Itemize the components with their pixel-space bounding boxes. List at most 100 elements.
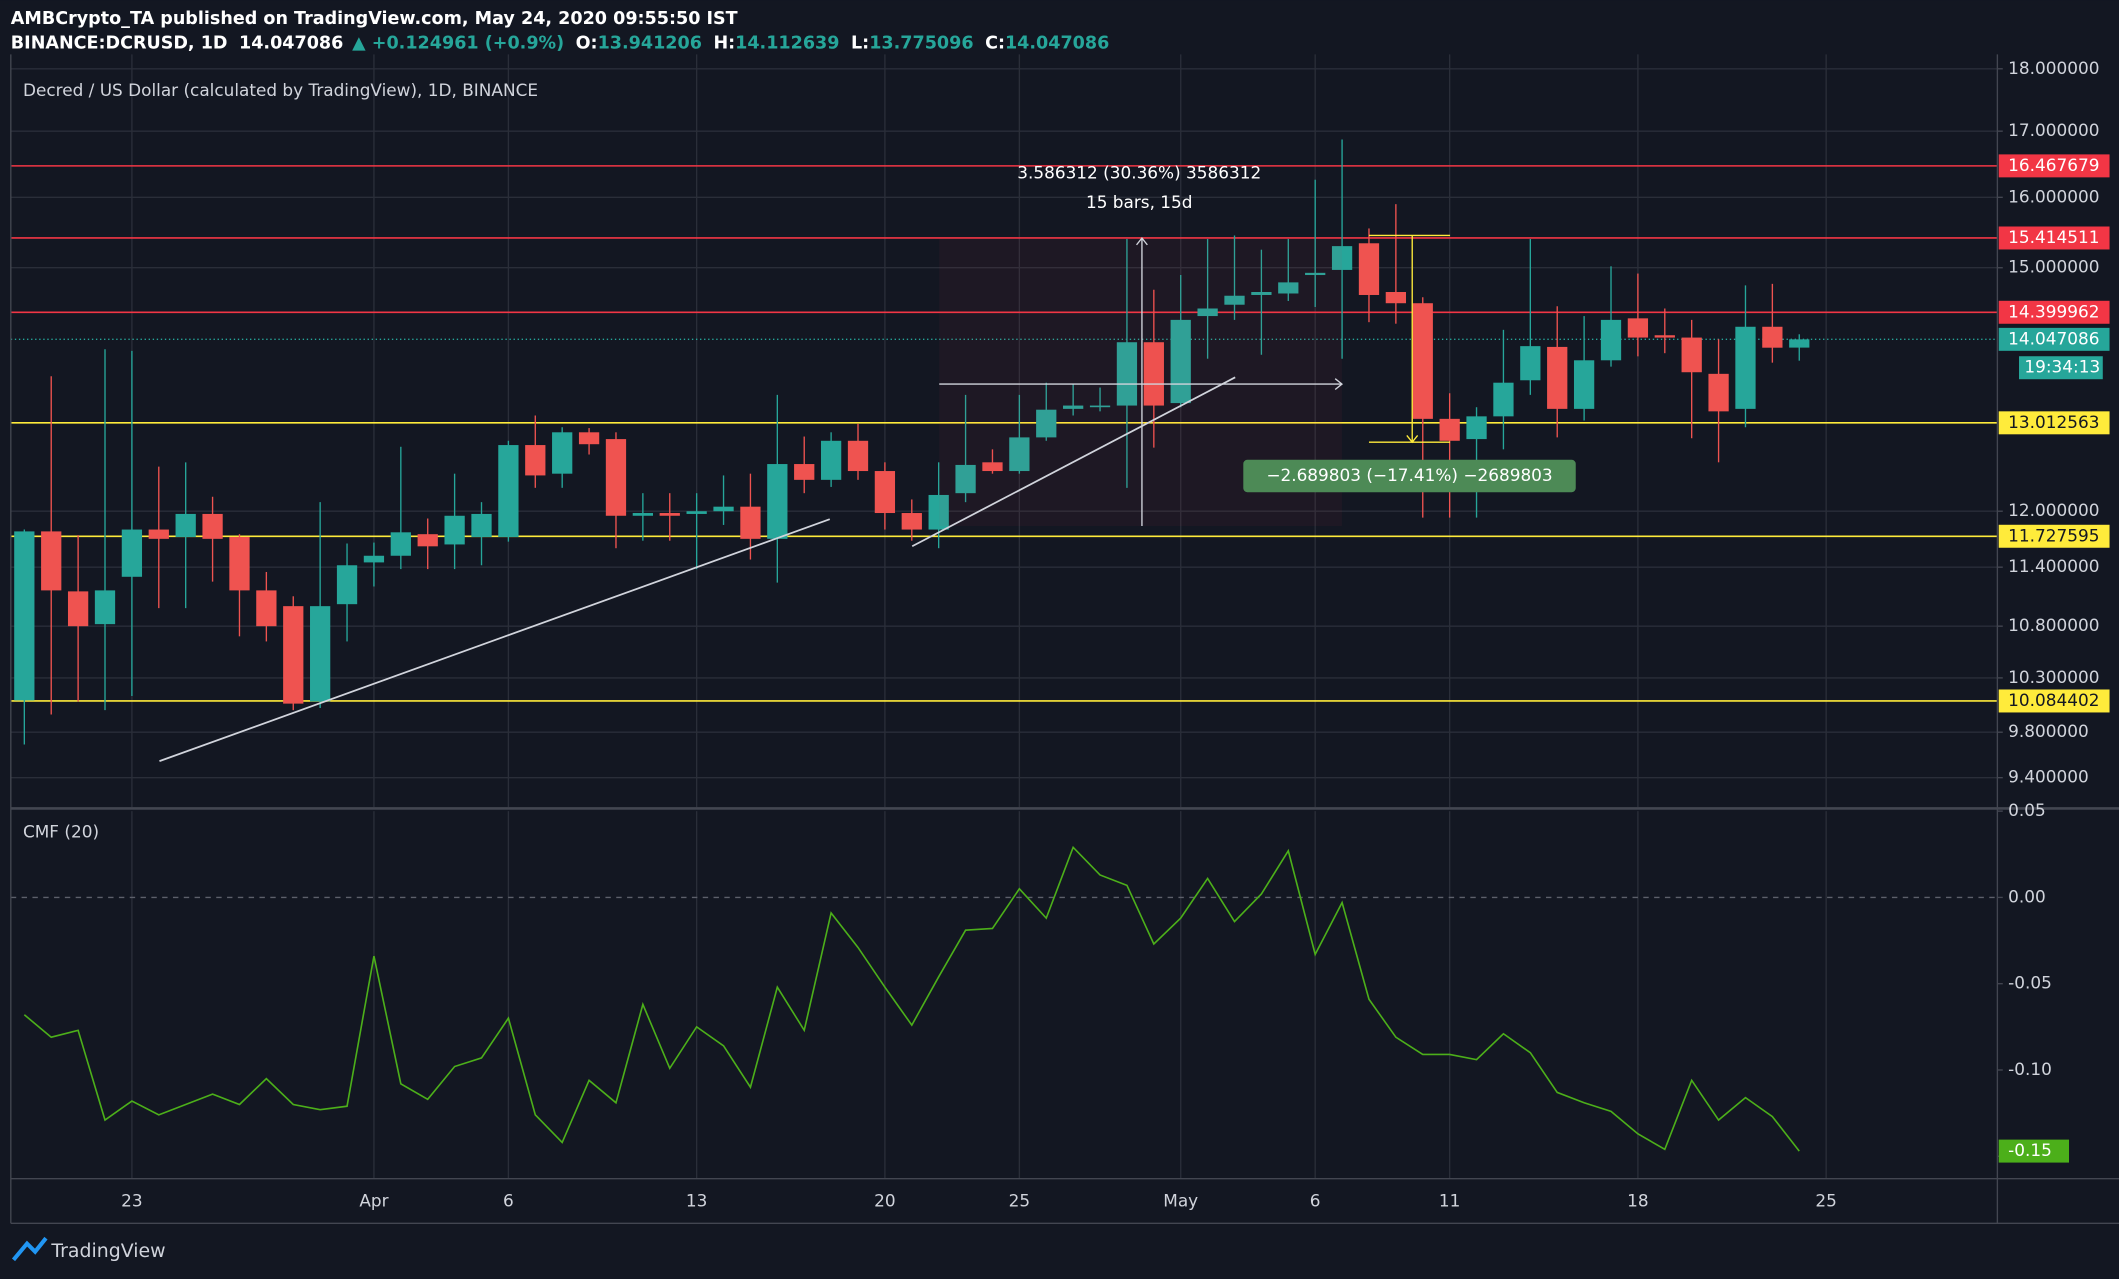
change: ▲ +0.124961 (+0.9%) [352,34,564,54]
candle-body [901,513,922,530]
trend-line [911,376,1236,548]
candle-body [14,531,35,701]
y-tick-label: -0.05 [2008,973,2052,993]
candle-body [1439,418,1460,441]
countdown-bg [2018,356,2103,380]
candle-body [67,591,89,627]
price-label-bg [1998,300,2110,324]
y-tick-label: 18.000000 [2008,58,2099,78]
plot [10,139,1998,1152]
price-label: 14.399962 [2008,301,2099,321]
candle-body [713,506,734,512]
candle-body [1762,326,1783,348]
price: 14.047086 [239,34,343,54]
measure-arrow [1334,378,1344,391]
y-tick-label: 9.400000 [2008,767,2089,787]
y-tick-label: 11.400000 [2008,556,2099,576]
x-tick-label: 6 [503,1191,514,1211]
candle-body [1681,337,1702,373]
symbol-line: BINANCE:DCRUSD, 1D 14.047086 ▲ +0.124961… [11,34,1110,54]
candle-body [552,432,573,474]
candle-body [686,511,707,514]
x-tick-label: 25 [1815,1191,1836,1211]
candle-body [632,513,653,516]
measure-box [1243,459,1576,493]
candle-body [283,606,304,704]
candle-body [928,494,949,530]
candle-body [1654,335,1675,338]
candle-body [498,445,519,537]
candle-body [444,515,465,545]
candle-body [1412,303,1433,419]
x-tick-label: 11 [1439,1191,1460,1211]
candle-body [1789,339,1810,348]
candle-body [1708,373,1729,412]
drawings: 3.586312 (30.36%) 3586312 15 bars, 15d −… [159,162,1576,762]
candle-body [202,513,223,539]
y-tick-label: 16.000000 [2008,186,2099,206]
candle-body [1573,360,1595,409]
candle-body [578,432,600,445]
x-tick-label: 6 [1310,1191,1321,1211]
price-label-bg [1998,327,2110,351]
candle-body [336,565,358,605]
candle-body [874,471,896,514]
measure-label: 3.586312 (30.36%) 3586312 [1017,162,1261,182]
x-tick-label: 13 [686,1191,707,1211]
candle-body [794,464,815,480]
frame [10,54,2119,1224]
candle-body [229,536,250,591]
candle-body [1143,342,1164,406]
x-tick-label: 18 [1627,1191,1648,1211]
candle-body [390,532,411,556]
y-tick-label: 0.05 [2008,800,2046,820]
candle-body [1197,308,1218,317]
measure-arrow [1406,435,1419,444]
candle-body [175,513,196,537]
candle-body [1224,295,1245,305]
price-label-bg [1998,411,2110,435]
candle-body [605,439,627,516]
candle-body [1358,243,1380,295]
price-label: 13.012563 [2008,412,2099,432]
y-tick-label: 17.000000 [2008,120,2099,140]
price-label: 10.084402 [2008,690,2099,710]
pane-title: CMF (20) [23,822,99,842]
candle-body [740,506,761,539]
candle-body [1278,282,1299,294]
price-label-bg [1998,689,2110,713]
open-label: O: [576,34,598,54]
candle-body [1466,416,1487,440]
price-label-bg [1998,154,2110,178]
y-tick-label: 10.300000 [2008,667,2099,687]
value-label-bg [1998,1139,2069,1163]
y-tick-label: 0.00 [2008,886,2046,906]
candle-body [982,462,1003,472]
candle-body [1627,318,1649,338]
value-label: -0.15 [2008,1140,2052,1160]
candle-body [121,529,143,577]
x-tick-label: 23 [121,1191,142,1211]
price-label-bg [1998,524,2110,548]
price-label-bg [1998,226,2110,250]
low-value: 13.775096 [869,34,973,54]
y-tick-label: 15.000000 [2008,257,2099,277]
close-value: 14.047086 [1005,34,1109,54]
pane-title: Decred / US Dollar (calculated by Tradin… [23,80,538,100]
candle-body [525,445,546,476]
close-label: C: [985,34,1005,54]
y-tick-label: 10.800000 [2008,615,2099,635]
high-value: 14.112639 [735,34,839,54]
price-label: 11.727595 [2008,525,2099,545]
measure-label: −2.689803 (−17.41%) −2689803 [1266,465,1552,485]
candle-body [94,590,116,625]
candle-body [417,534,438,547]
low-label: L: [851,34,869,54]
x-tick-label: May [1163,1191,1198,1211]
candle-body [363,555,385,563]
y-tick-label: 12.000000 [2008,500,2099,520]
countdown: 19:34:13 [2024,357,2100,377]
candle-body [1009,437,1030,472]
candle-body [1305,272,1326,276]
candle-body [1385,292,1406,304]
